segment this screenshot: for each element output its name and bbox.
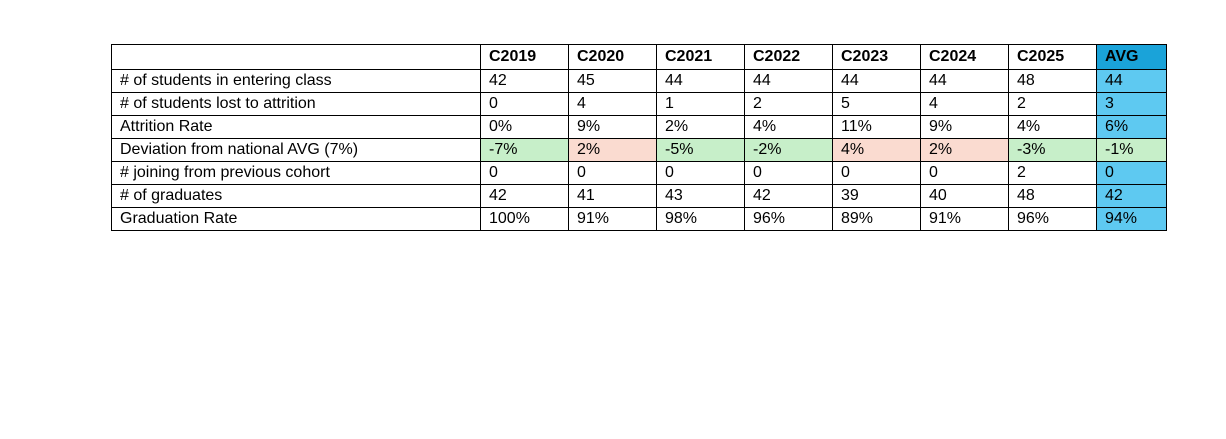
- table-cell[interactable]: 0%: [480, 115, 569, 139]
- table-cell[interactable]: 2%: [920, 138, 1009, 162]
- avg-cell[interactable]: 44: [1096, 69, 1167, 93]
- table-cell[interactable]: -2%: [744, 138, 833, 162]
- header-cell-c2021[interactable]: C2021: [656, 44, 745, 70]
- table-cell[interactable]: 40: [920, 184, 1009, 208]
- row-label-lost-to-attrition[interactable]: # of students lost to attrition: [111, 92, 481, 116]
- table-cell[interactable]: 0: [568, 161, 657, 185]
- table-cell[interactable]: 4: [920, 92, 1009, 116]
- table-row: Attrition Rate 0% 9% 2% 4% 11% 9% 4% 6%: [111, 115, 1167, 139]
- avg-cell[interactable]: 0: [1096, 161, 1167, 185]
- table-cell[interactable]: 2%: [568, 138, 657, 162]
- table-cell[interactable]: 42: [744, 184, 833, 208]
- header-cell-avg[interactable]: AVG: [1096, 44, 1167, 70]
- table-cell[interactable]: 2: [744, 92, 833, 116]
- header-cell-c2020[interactable]: C2020: [568, 44, 657, 70]
- avg-cell[interactable]: 42: [1096, 184, 1167, 208]
- table-cell[interactable]: 9%: [568, 115, 657, 139]
- table-cell[interactable]: 4%: [744, 115, 833, 139]
- table-cell[interactable]: 91%: [920, 207, 1009, 231]
- table-cell[interactable]: 0: [744, 161, 833, 185]
- row-label-attrition-rate[interactable]: Attrition Rate: [111, 115, 481, 139]
- table-cell[interactable]: 96%: [1008, 207, 1097, 231]
- table-row: Graduation Rate 100% 91% 98% 96% 89% 91%…: [111, 207, 1167, 231]
- table-cell[interactable]: 5: [832, 92, 921, 116]
- table-row: # of students in entering class 42 45 44…: [111, 69, 1167, 93]
- table-cell[interactable]: 0: [920, 161, 1009, 185]
- table-cell[interactable]: 98%: [656, 207, 745, 231]
- table-cell[interactable]: 42: [480, 184, 569, 208]
- table-cell[interactable]: 2: [1008, 161, 1097, 185]
- header-corner-cell[interactable]: [111, 44, 481, 70]
- avg-cell[interactable]: 6%: [1096, 115, 1167, 139]
- table-cell[interactable]: 9%: [920, 115, 1009, 139]
- table-cell[interactable]: 0: [832, 161, 921, 185]
- table-cell[interactable]: 41: [568, 184, 657, 208]
- table-cell[interactable]: 48: [1008, 69, 1097, 93]
- row-label-deviation[interactable]: Deviation from national AVG (7%): [111, 138, 481, 162]
- table-cell[interactable]: 100%: [480, 207, 569, 231]
- table-cell[interactable]: 42: [480, 69, 569, 93]
- table-cell[interactable]: 44: [920, 69, 1009, 93]
- table-row: Deviation from national AVG (7%) -7% 2% …: [111, 138, 1167, 162]
- row-label-graduation-rate[interactable]: Graduation Rate: [111, 207, 481, 231]
- table-cell[interactable]: 1: [656, 92, 745, 116]
- table-cell[interactable]: -7%: [480, 138, 569, 162]
- row-label-joining[interactable]: # joining from previous cohort: [111, 161, 481, 185]
- table-cell[interactable]: -3%: [1008, 138, 1097, 162]
- row-label-entering-class[interactable]: # of students in entering class: [111, 69, 481, 93]
- table-cell[interactable]: 2: [1008, 92, 1097, 116]
- table-cell[interactable]: 43: [656, 184, 745, 208]
- table-cell[interactable]: 91%: [568, 207, 657, 231]
- header-cell-c2022[interactable]: C2022: [744, 44, 833, 70]
- header-cell-c2024[interactable]: C2024: [920, 44, 1009, 70]
- table-cell[interactable]: 11%: [832, 115, 921, 139]
- table-row: # joining from previous cohort 0 0 0 0 0…: [111, 161, 1167, 185]
- table-row: # of students lost to attrition 0 4 1 2 …: [111, 92, 1167, 116]
- table-cell[interactable]: 45: [568, 69, 657, 93]
- table-cell[interactable]: 0: [656, 161, 745, 185]
- table-cell[interactable]: 0: [480, 92, 569, 116]
- table-cell[interactable]: 48: [1008, 184, 1097, 208]
- table-cell[interactable]: 4%: [1008, 115, 1097, 139]
- avg-cell[interactable]: 94%: [1096, 207, 1167, 231]
- table-cell[interactable]: 4: [568, 92, 657, 116]
- table-cell[interactable]: 89%: [832, 207, 921, 231]
- table-cell[interactable]: -5%: [656, 138, 745, 162]
- table-cell[interactable]: 44: [744, 69, 833, 93]
- table-cell[interactable]: 96%: [744, 207, 833, 231]
- header-cell-c2023[interactable]: C2023: [832, 44, 921, 70]
- avg-cell[interactable]: -1%: [1096, 138, 1167, 162]
- header-cell-c2019[interactable]: C2019: [480, 44, 569, 70]
- row-label-graduates[interactable]: # of graduates: [111, 184, 481, 208]
- cohort-attrition-table: C2019 C2020 C2021 C2022 C2023 C2024 C202…: [111, 44, 1167, 231]
- table-cell[interactable]: 44: [656, 69, 745, 93]
- table-cell[interactable]: 4%: [832, 138, 921, 162]
- header-cell-c2025[interactable]: C2025: [1008, 44, 1097, 70]
- table-row: # of graduates 42 41 43 42 39 40 48 42: [111, 184, 1167, 208]
- table-cell[interactable]: 2%: [656, 115, 745, 139]
- table-cell[interactable]: 0: [480, 161, 569, 185]
- table-cell[interactable]: 44: [832, 69, 921, 93]
- header-row: C2019 C2020 C2021 C2022 C2023 C2024 C202…: [111, 44, 1167, 70]
- table-cell[interactable]: 39: [832, 184, 921, 208]
- avg-cell[interactable]: 3: [1096, 92, 1167, 116]
